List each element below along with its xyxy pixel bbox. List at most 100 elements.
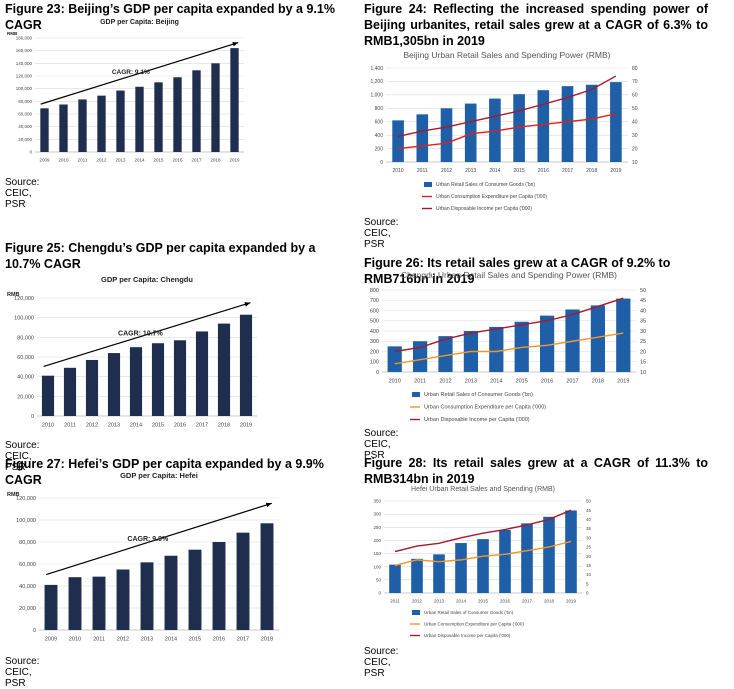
bar — [433, 554, 445, 593]
figure-caption: Figure 28: Its retail sales grew at a CA… — [364, 456, 708, 486]
x-tick-label: 2012 — [117, 637, 129, 643]
y-tick-label: 400 — [370, 329, 379, 335]
y2-tick-label: 5 — [586, 581, 589, 586]
trend-arrow-line — [40, 41, 239, 105]
y-tick-label: 0 — [380, 160, 383, 166]
y2-tick-label: 15 — [586, 563, 592, 568]
y-tick-label: 0 — [376, 370, 379, 376]
x-tick-label: 2016 — [213, 637, 225, 643]
y2-tick-label: 20 — [640, 349, 646, 355]
bar — [565, 510, 577, 593]
x-tick-label: 2012 — [439, 379, 451, 385]
x-tick-label: 2016 — [538, 168, 549, 174]
y2-tick-label: 50 — [640, 288, 646, 294]
x-tick-label: 2013 — [465, 379, 477, 385]
x-tick-label: 2017 — [196, 423, 208, 429]
bar — [63, 367, 77, 416]
x-tick-label: 2015 — [153, 158, 164, 163]
bar — [195, 331, 209, 416]
source-note: Source: CEIC, PSR — [364, 428, 399, 461]
y2-tick-label: 40 — [640, 308, 646, 314]
legend-swatch — [412, 610, 420, 615]
y2-tick-label: 20 — [586, 554, 592, 559]
trend-arrow-line — [46, 502, 272, 576]
y-tick-label: 100,000 — [16, 518, 36, 524]
series-line — [397, 75, 617, 138]
bar — [211, 63, 220, 153]
x-tick-label: 2019 — [610, 168, 621, 174]
x-tick-label: 2018 — [544, 599, 555, 604]
y-tick-label: 300 — [373, 512, 381, 517]
x-tick-label: 2013 — [115, 158, 126, 163]
x-tick-label: 2018 — [592, 379, 604, 385]
chart-title: GDP per Capita: Beijing — [100, 19, 179, 26]
x-tick-label: 2013 — [141, 637, 153, 643]
x-tick-label: 2010 — [69, 637, 81, 643]
y2-tick-label: 45 — [640, 298, 646, 304]
x-tick-label: 2010 — [58, 158, 69, 163]
legend-swatch — [424, 182, 432, 187]
legend-label: Urban Consumption Expenditure per Capita… — [436, 194, 547, 200]
y2-tick-label: 15 — [640, 360, 646, 366]
y-tick-label: 500 — [370, 319, 379, 325]
y2-tick-label: 10 — [632, 160, 638, 166]
figure-caption: Figure 27: Hefei’s GDP per capita expand… — [5, 457, 324, 487]
bar — [489, 98, 501, 162]
bar — [97, 95, 106, 152]
x-tick-label: 2017 — [191, 158, 202, 163]
bar — [440, 108, 453, 162]
y-tick-label: 60,000 — [17, 355, 34, 361]
bar — [41, 375, 55, 416]
y2-tick-label: 20 — [632, 146, 638, 152]
trend-arrow-head — [265, 502, 272, 508]
bar — [590, 305, 606, 372]
x-tick-label: 2018 — [210, 158, 221, 163]
y-unit-label: RMB — [7, 292, 20, 298]
bar — [164, 555, 178, 630]
legend-label: Urban Consumption Expenditure per Capita… — [424, 405, 546, 411]
series-line — [394, 332, 624, 365]
x-tick-label: 2012 — [96, 158, 107, 163]
bar — [411, 558, 423, 593]
x-tick-label: 2012 — [441, 168, 452, 174]
bar — [260, 523, 274, 630]
y2-tick-label: 35 — [640, 319, 646, 325]
x-tick-label: 2014 — [165, 637, 177, 643]
legend-swatch — [412, 392, 420, 397]
bar — [140, 562, 154, 630]
trend-arrow-head — [244, 302, 251, 307]
cagr-annotation: CAGR: 10.7% — [118, 331, 164, 338]
gdp-bar-chart: GDP per Capita: Chengdu RMB 0 20,000 40,000 6… — [7, 275, 257, 429]
bar — [392, 120, 404, 162]
gdp-bar-chart: GDP per Capita: Beijing RMB 0 20,000 40,000 6… — [7, 19, 244, 163]
y-unit-label: RMB — [7, 31, 18, 36]
series-line — [394, 297, 624, 353]
y-tick-label: 160,000 — [16, 48, 33, 53]
retail-combo-chart: Hefei Urban Retail Sales and Spending (R… — [373, 486, 592, 638]
x-tick-label: 2018 — [261, 637, 273, 643]
y2-tick-label: 25 — [586, 545, 592, 550]
bar — [230, 48, 239, 153]
bar — [92, 576, 106, 630]
bar — [217, 323, 231, 416]
y-tick-label: 100,000 — [16, 86, 33, 91]
trend-arrow-line — [43, 302, 251, 368]
x-tick-label: 2016 — [174, 423, 186, 429]
y2-tick-label: 50 — [632, 106, 638, 112]
series-line — [394, 540, 572, 567]
bar — [188, 549, 202, 630]
y-tick-label: 1,200 — [370, 79, 383, 85]
bar — [521, 523, 533, 593]
bar — [513, 94, 525, 162]
x-tick-label: 2019 — [240, 423, 252, 429]
y2-tick-label: 30 — [632, 133, 638, 139]
x-tick-label: 2015 — [514, 168, 525, 174]
y-tick-label: 700 — [370, 298, 379, 304]
series-line — [398, 112, 617, 150]
x-tick-label: 2019 — [229, 158, 240, 163]
y-tick-label: 180,000 — [16, 36, 33, 41]
x-tick-label: 2017 — [522, 599, 533, 604]
x-tick-label: 2016 — [172, 158, 183, 163]
legend-label: Urban Retail Sales of Consumer Goods ('b… — [436, 182, 535, 188]
x-tick-label: 2009 — [39, 158, 50, 163]
